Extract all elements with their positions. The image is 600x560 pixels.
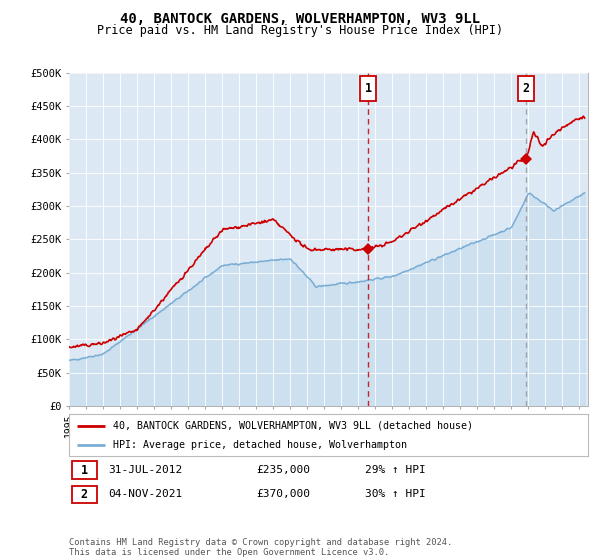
Text: 2: 2	[523, 82, 529, 95]
Text: 40, BANTOCK GARDENS, WOLVERHAMPTON, WV3 9LL (detached house): 40, BANTOCK GARDENS, WOLVERHAMPTON, WV3 …	[113, 421, 473, 431]
FancyBboxPatch shape	[360, 76, 376, 101]
Text: Contains HM Land Registry data © Crown copyright and database right 2024.
This d: Contains HM Land Registry data © Crown c…	[69, 538, 452, 557]
FancyBboxPatch shape	[71, 486, 97, 503]
Text: 29% ↑ HPI: 29% ↑ HPI	[365, 465, 425, 475]
Text: 04-NOV-2021: 04-NOV-2021	[108, 489, 182, 500]
Text: 1: 1	[365, 82, 372, 95]
Text: £235,000: £235,000	[256, 465, 310, 475]
Text: £370,000: £370,000	[256, 489, 310, 500]
Text: HPI: Average price, detached house, Wolverhampton: HPI: Average price, detached house, Wolv…	[113, 440, 407, 450]
Text: 2: 2	[80, 488, 88, 501]
Text: 30% ↑ HPI: 30% ↑ HPI	[365, 489, 425, 500]
FancyBboxPatch shape	[71, 461, 97, 479]
Text: 40, BANTOCK GARDENS, WOLVERHAMPTON, WV3 9LL: 40, BANTOCK GARDENS, WOLVERHAMPTON, WV3 …	[120, 12, 480, 26]
Text: 1: 1	[80, 464, 88, 477]
Text: Price paid vs. HM Land Registry's House Price Index (HPI): Price paid vs. HM Land Registry's House …	[97, 24, 503, 36]
FancyBboxPatch shape	[518, 76, 534, 101]
Text: 31-JUL-2012: 31-JUL-2012	[108, 465, 182, 475]
